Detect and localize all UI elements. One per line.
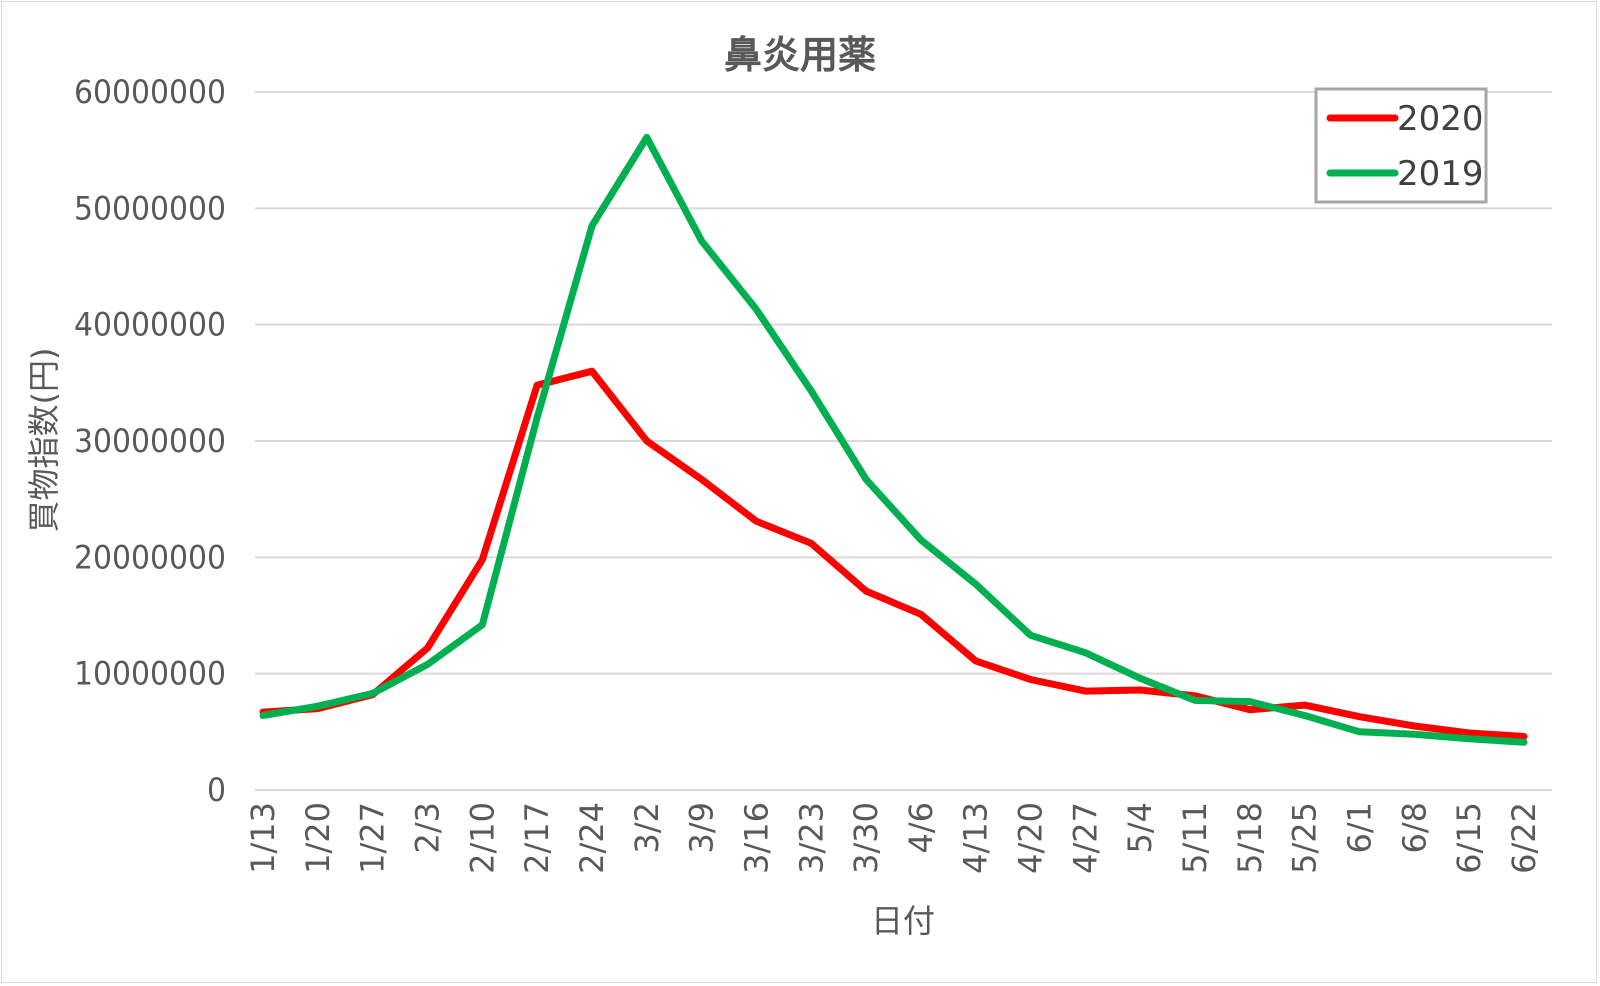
x-tick-label: 1/13 (244, 802, 282, 874)
x-tick-label: 5/11 (1176, 802, 1214, 874)
x-tick-label: 6/8 (1395, 802, 1433, 854)
x-tick-label: 1/27 (354, 802, 392, 874)
y-tick-label: 0 (207, 771, 226, 809)
x-tick-label: 4/27 (1066, 802, 1104, 874)
x-tick-label: 3/30 (847, 802, 885, 874)
series-line-2019 (259, 133, 1528, 746)
x-tick-label: 2/10 (463, 802, 501, 874)
y-tick-label: 30000000 (74, 422, 226, 460)
y-tick-label: 40000000 (74, 306, 226, 344)
x-tick-label: 3/2 (628, 802, 666, 854)
x-tick-label: 3/16 (737, 802, 775, 874)
series-line-2020 (259, 367, 1528, 740)
y-axis-label: 買物指数(円) (25, 348, 63, 533)
y-tick-label: 10000000 (74, 655, 226, 693)
x-tick-label: 3/9 (683, 802, 721, 854)
x-tick-label: 5/4 (1121, 802, 1159, 854)
y-axis-ticks: 0 10000000 20000000 30000000 40000000 5000000… (74, 73, 226, 809)
x-tick-label: 6/1 (1341, 802, 1379, 854)
y-tick-label: 20000000 (74, 538, 226, 576)
x-tick-label: 6/22 (1505, 802, 1543, 874)
y-tick-label: 50000000 (74, 189, 226, 227)
legend-label-2020: 2020 (1397, 99, 1484, 139)
x-axis-ticks: 1/13 1/20 1/27 2/3 2/10 2/17 2/24 3/2 3/9 3/16 3/2… (244, 802, 1543, 874)
x-axis-label: 日付 (871, 902, 935, 940)
legend: 2020 2019 (1314, 87, 1488, 204)
x-tick-label: 2/17 (518, 802, 556, 874)
x-tick-label: 2/3 (408, 802, 446, 854)
x-tick-label: 4/20 (1012, 802, 1050, 874)
x-tick-label: 4/6 (902, 802, 940, 854)
x-tick-label: 5/18 (1231, 802, 1269, 874)
x-tick-label: 4/13 (957, 802, 995, 874)
chart-title: 鼻炎用薬 (724, 33, 876, 77)
x-tick-label: 5/25 (1286, 802, 1324, 874)
x-tick-label: 2/24 (573, 802, 611, 874)
legend-box (1314, 87, 1488, 204)
x-tick-label: 1/20 (299, 802, 337, 874)
x-tick-label: 3/23 (792, 802, 830, 874)
x-tick-label: 6/15 (1450, 802, 1488, 874)
legend-label-2019: 2019 (1397, 154, 1484, 194)
y-tick-label: 60000000 (74, 73, 226, 111)
series-lines (259, 133, 1528, 746)
